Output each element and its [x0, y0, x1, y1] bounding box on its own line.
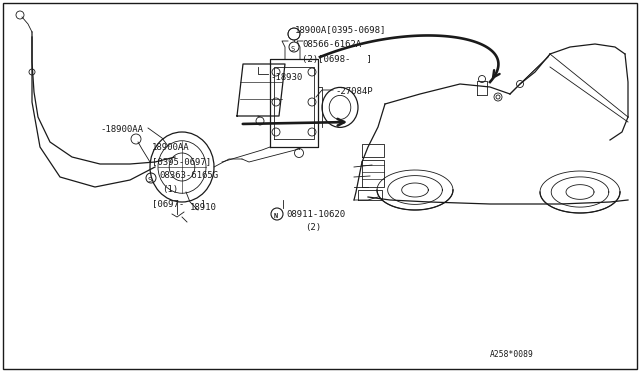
Text: 08911-10620: 08911-10620 [286, 210, 345, 219]
Text: 18900A[0395-0698]: 18900A[0395-0698] [295, 25, 387, 34]
Text: -18900AA: -18900AA [100, 125, 143, 134]
Text: -18930: -18930 [270, 73, 302, 82]
Text: 18900AA: 18900AA [152, 143, 189, 152]
Text: (2)[0698-   ]: (2)[0698- ] [302, 55, 372, 64]
Text: 18910: 18910 [190, 203, 217, 212]
Text: 08363-6165G: 08363-6165G [159, 171, 218, 180]
Text: (1): (1) [162, 185, 178, 194]
Text: N: N [274, 212, 278, 218]
Text: 08566-6162A: 08566-6162A [302, 40, 361, 49]
Text: S: S [148, 176, 152, 183]
Text: [0697-   ]: [0697- ] [152, 199, 205, 208]
Text: -27084P: -27084P [335, 87, 372, 96]
Text: S: S [291, 45, 295, 51]
Text: A258*0089: A258*0089 [490, 350, 534, 359]
Text: [0395-0697]: [0395-0697] [152, 157, 211, 166]
Text: (2): (2) [305, 223, 321, 232]
